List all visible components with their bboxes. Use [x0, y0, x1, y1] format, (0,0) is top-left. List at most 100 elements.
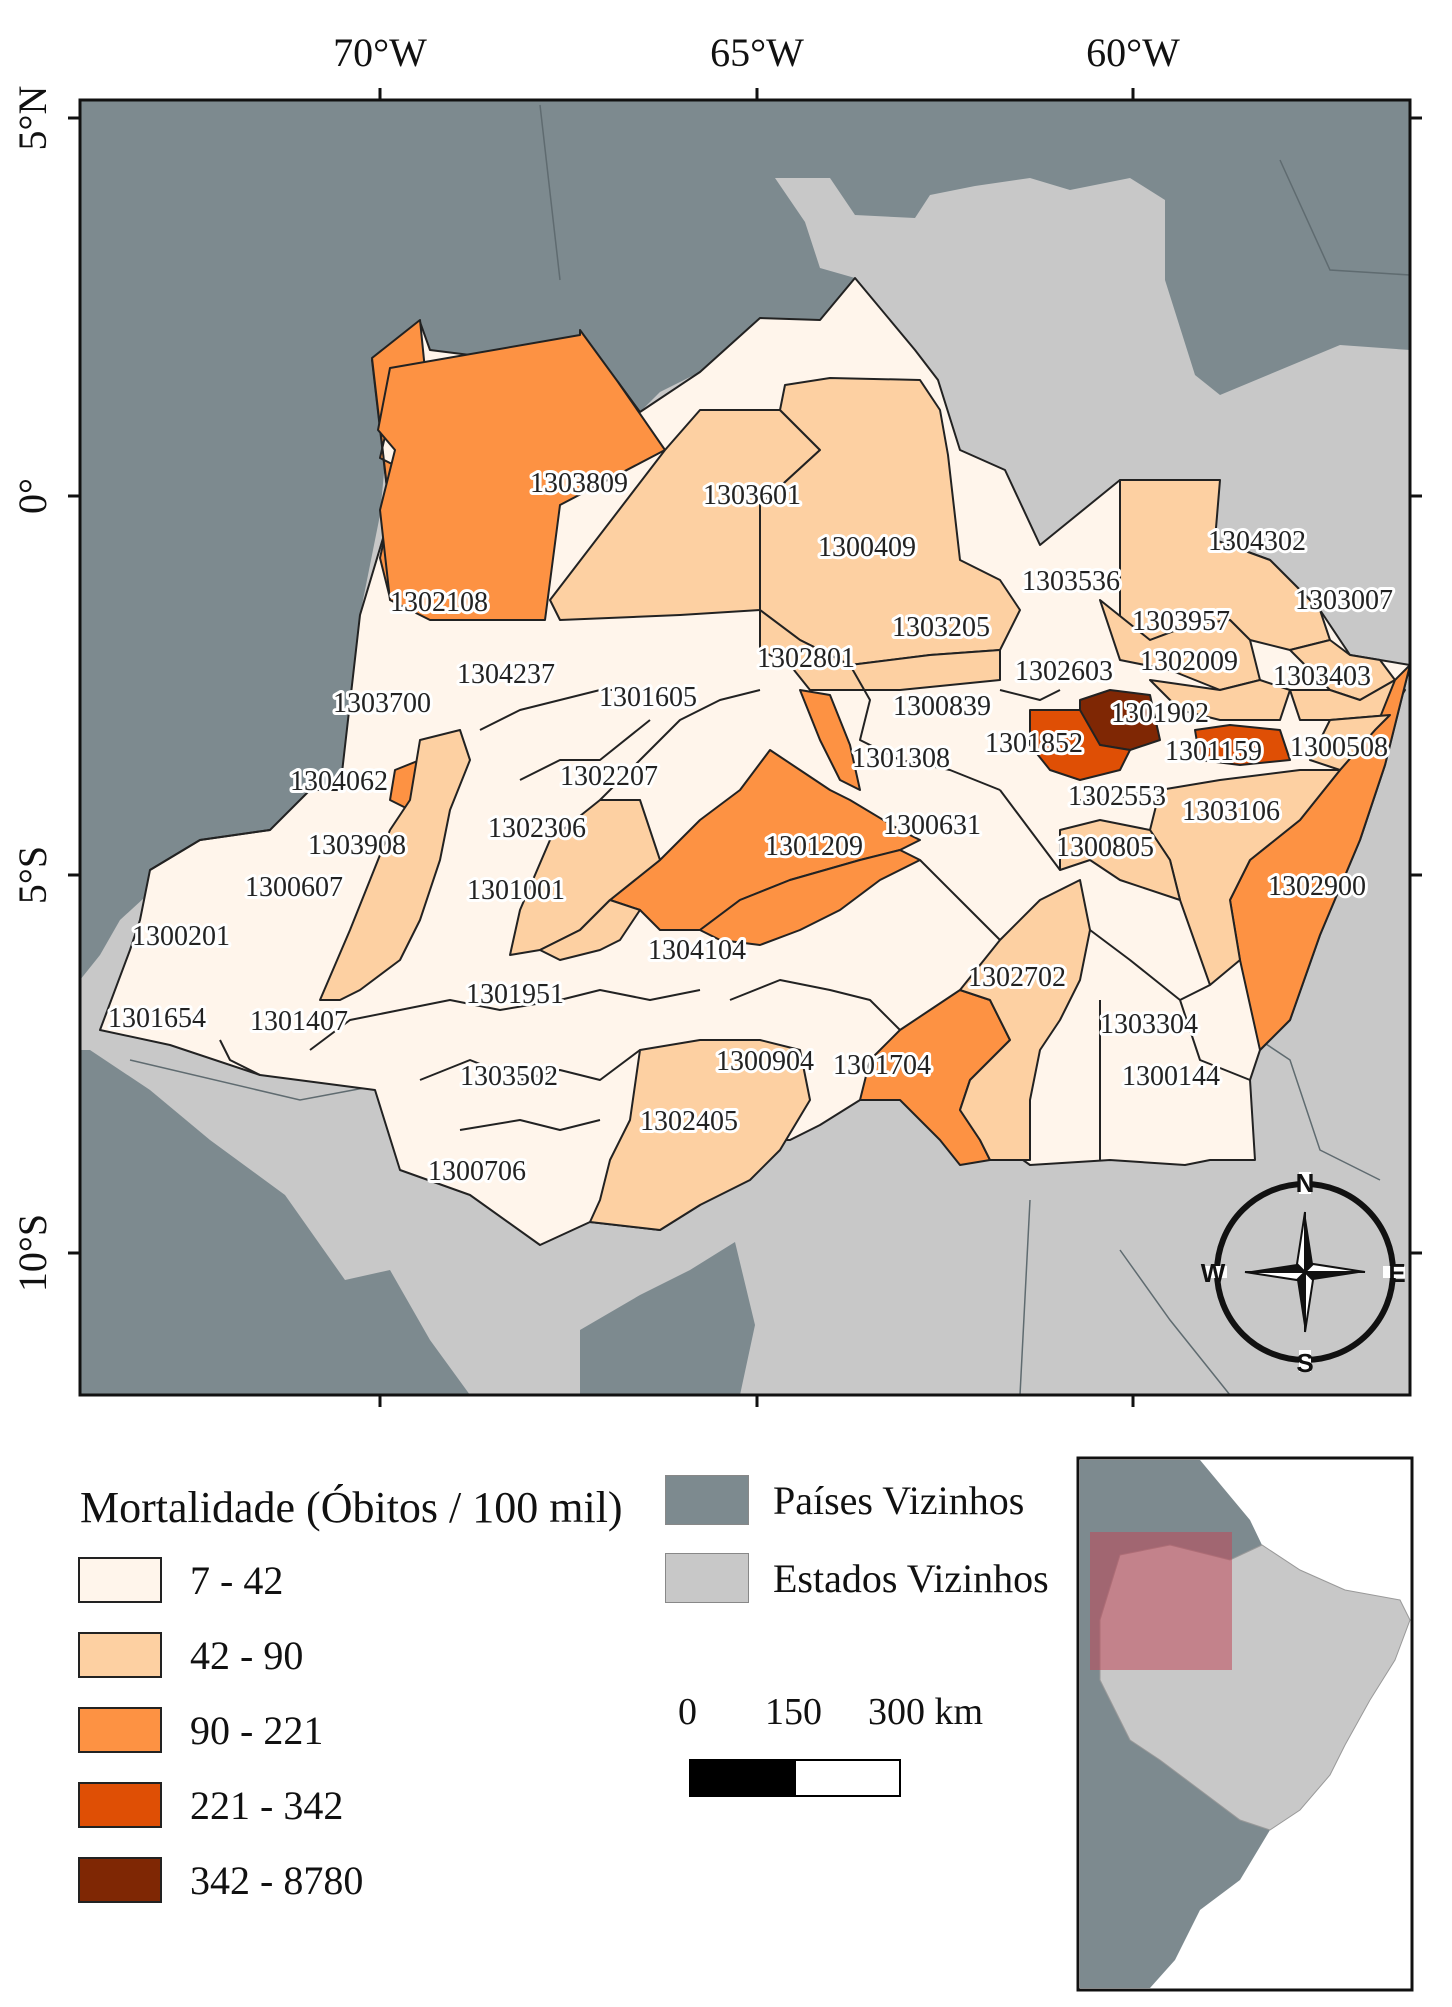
region-1303957: [1099, 599, 1261, 691]
compass-e: E: [1388, 1258, 1405, 1288]
inset-highlight: [1090, 1532, 1232, 1670]
municipal-boundaries: [149, 664, 1251, 1160]
label-1301902: 1301902: [1111, 698, 1209, 729]
tick-marks: [68, 88, 1422, 1407]
label-1301654: 1301654: [108, 1003, 206, 1034]
axis-labels: 70°W 65°W 60°W 5°N 0° 5°S 10°S: [10, 30, 1180, 1292]
label-1301001: 1301001: [467, 875, 565, 906]
label-1302702: 1302702: [968, 962, 1066, 993]
label-1302009: 1302009: [1140, 646, 1238, 677]
municipality-labels: 1303809 1303601 1300409 1304302 1303536 …: [105, 465, 1396, 1190]
label-1303957: 1303957: [1132, 606, 1230, 637]
reference-countries-label: Países Vizinhos: [773, 1477, 1025, 1523]
neighbor-country-north: [80, 100, 1410, 980]
neighbor-country-southwest: [80, 1050, 470, 1395]
legend-swatch: [78, 1857, 162, 1903]
legend-label: 7 - 42: [190, 1557, 284, 1603]
legend-label: 90 - 221: [190, 1707, 324, 1753]
label-1302405: 1302405: [640, 1106, 738, 1137]
map-frame: [78, 98, 1412, 1397]
label-1302108: 1302108: [390, 587, 488, 618]
label-1303502: 1303502: [460, 1061, 558, 1092]
label-1303106: 1303106: [1182, 796, 1280, 827]
lat-tick-10s: 10°S: [10, 1214, 55, 1292]
label-1300201: 1300201: [132, 921, 230, 952]
amazonas-municipalities: [99, 277, 1411, 1246]
region-1302702: [959, 879, 1091, 1161]
scale-bar: [689, 1759, 901, 1797]
label-1301951: 1301951: [466, 979, 564, 1010]
neighbor-country-south: [580, 1242, 755, 1395]
legend-label: 221 - 342: [190, 1782, 344, 1828]
legend-label: 42 - 90: [190, 1632, 304, 1678]
label-1304302: 1304302: [1208, 526, 1306, 557]
label-1300409: 1300409: [818, 532, 916, 563]
label-1301605: 1301605: [599, 682, 697, 713]
reference-states: Estados Vizinhos: [665, 1553, 1049, 1603]
lat-tick-0: 0°: [10, 478, 55, 514]
label-1301407: 1301407: [250, 1006, 348, 1037]
reference-states-swatch: [665, 1553, 749, 1603]
label-1303205: 1303205: [892, 612, 990, 643]
label-1304104: 1304104: [648, 935, 746, 966]
region-1301308: [799, 689, 861, 791]
region-1301209-b: [699, 849, 921, 946]
label-1301704: 1301704: [833, 1050, 931, 1081]
label-1300607: 1300607: [245, 872, 343, 903]
legend-swatch: [78, 1782, 162, 1828]
label-1303908: 1303908: [308, 830, 406, 861]
compass-rose: N S E W: [1201, 1168, 1406, 1378]
region-1303403: [1289, 679, 1406, 721]
scale-label-0: 0: [678, 1691, 697, 1733]
inset-south-america-countries: [1080, 1460, 1270, 1988]
region-1301852: [1029, 709, 1131, 781]
region-1300409: [759, 377, 1021, 666]
label-1302603: 1302603: [1015, 656, 1113, 687]
region-1303908: [319, 729, 471, 1001]
label-1300904: 1300904: [716, 1046, 814, 1077]
compass-s: S: [1296, 1348, 1313, 1378]
label-1303601: 1303601: [703, 480, 801, 511]
region-1301902: [1194, 724, 1291, 766]
region-1302009: [1149, 679, 1291, 721]
country-border-lines: [129, 104, 1411, 1396]
compass-n: N: [1296, 1168, 1315, 1198]
label-1300508: 1300508: [1290, 732, 1388, 763]
label-1303304: 1303304: [1100, 1009, 1198, 1040]
label-1302306: 1302306: [488, 813, 586, 844]
legend-swatch: [78, 1557, 162, 1603]
label-1304237: 1304237: [457, 659, 555, 690]
legend-swatch: [78, 1632, 162, 1678]
legend-row: 221 - 342: [78, 1780, 343, 1830]
label-1302801: 1302801: [757, 643, 855, 674]
lon-tick-60w: 60°W: [1086, 30, 1180, 75]
label-1301308: 1301308: [852, 743, 950, 774]
label-1303403: 1303403: [1273, 661, 1371, 692]
legend-label: 342 - 8780: [190, 1857, 364, 1903]
legend-row: 342 - 8780: [78, 1855, 363, 1905]
scale-label-150: 150: [765, 1691, 822, 1733]
label-1302553: 1302553: [1068, 781, 1166, 812]
lon-tick-70w: 70°W: [333, 30, 427, 75]
legend-title: Mortalidade (Óbitos / 100 mil): [80, 1483, 623, 1532]
label-1303700: 1303700: [333, 688, 431, 719]
label-1300706: 1300706: [428, 1156, 526, 1187]
label-1302207: 1302207: [560, 761, 658, 792]
legend-row: 90 - 221: [78, 1705, 323, 1755]
reference-countries: Países Vizinhos: [665, 1475, 1024, 1525]
reference-states-label: Estados Vizinhos: [773, 1555, 1049, 1601]
region-1303809-main: [377, 329, 666, 621]
label-1303536: 1303536: [1022, 566, 1120, 597]
label-1302900: 1302900: [1268, 871, 1366, 902]
compass-w: W: [1201, 1258, 1226, 1288]
label-1301159: 1301159: [1165, 736, 1262, 767]
lat-tick-5s: 5°S: [10, 846, 55, 904]
legend-swatch: [78, 1707, 162, 1753]
scale-label-300: 300 km: [868, 1691, 984, 1733]
label-1300839: 1300839: [893, 691, 991, 722]
label-1301852: 1301852: [985, 728, 1083, 759]
locator-inset: [1076, 1456, 1414, 1992]
lon-tick-65w: 65°W: [710, 30, 804, 75]
region-1302405: [589, 1039, 811, 1231]
